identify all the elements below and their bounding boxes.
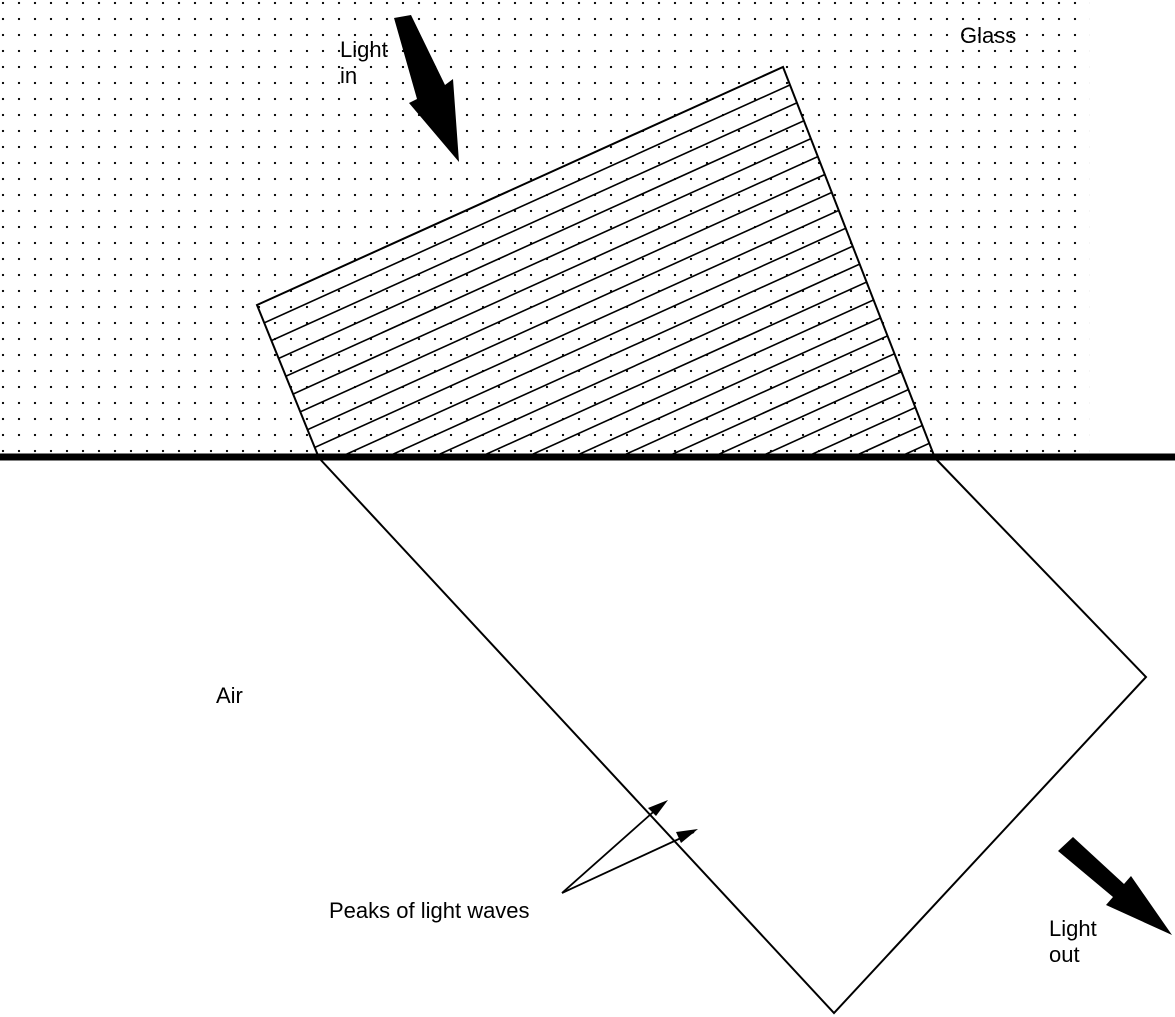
air-label: Air [216,683,243,708]
light-in-label-line2: in [340,63,358,88]
wavefront-line [257,67,935,458]
peaks-label: Peaks of light waves [329,898,530,923]
light-out-label: Light out [1049,916,1097,968]
light-out-arrow-icon [1058,837,1172,935]
wavefront-line [257,67,935,458]
air-beam-outline [318,457,1148,1015]
wavefront-line [257,67,935,458]
pointer-arrow-icon [676,829,698,843]
light-in-arrow-icon [394,15,459,162]
peaks-pointer [561,805,695,894]
light-in-label: Light in [340,37,388,89]
glass-beam-outline [255,65,936,459]
pointer-arrow-icon [648,800,668,816]
glass-region [0,0,1090,455]
light-in-label-line1: Light [340,37,388,62]
light-out-label-line2: out [1049,942,1080,967]
glass-label: Glass [960,23,1017,48]
light-out-label-line1: Light [1049,916,1097,941]
